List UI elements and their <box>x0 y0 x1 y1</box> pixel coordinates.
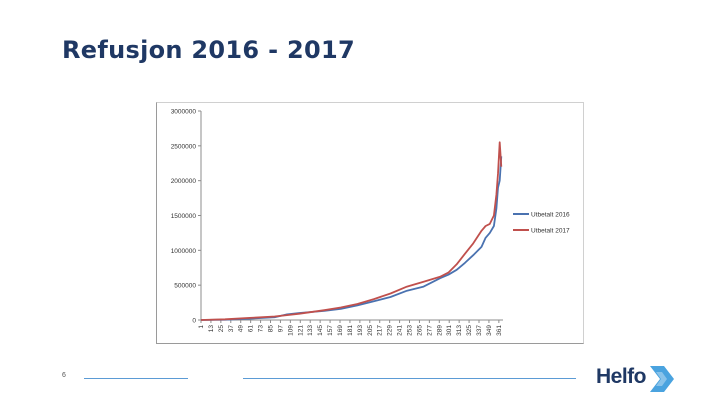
x-tick-label: 49 <box>238 325 245 333</box>
footer-divider-left <box>84 378 188 379</box>
legend-label: Utbetalt 2017 <box>531 228 570 235</box>
x-tick-label: 241 <box>397 325 404 336</box>
x-tick-label: 205 <box>367 325 374 336</box>
x-tick-label: 73 <box>258 325 265 333</box>
x-tick-label: 145 <box>317 325 324 336</box>
y-tick-label: 2500000 <box>171 143 197 150</box>
x-tick-label: 85 <box>268 325 275 333</box>
x-tick-label: 349 <box>486 325 493 336</box>
logo-text: Helfo <box>596 365 647 388</box>
x-tick-label: 193 <box>357 325 364 336</box>
line-chart: 0 500000 1000000 1500000 2000000 2500000 30000… <box>156 102 584 344</box>
x-tick-label: 25 <box>218 325 225 333</box>
x-tick-label: 265 <box>416 325 423 336</box>
x-tick-label: 109 <box>287 325 294 336</box>
x-tick-label: 169 <box>337 325 344 336</box>
x-tick-label: 277 <box>426 325 433 336</box>
x-tick-label: 37 <box>228 325 235 333</box>
y-tick-label: 500000 <box>174 283 196 290</box>
y-tick-label: 0 <box>192 318 196 325</box>
y-tick-label: 3000000 <box>171 109 197 116</box>
y-tick-label: 1000000 <box>171 248 197 255</box>
x-tick-label: 61 <box>248 325 255 333</box>
x-tick-label: 301 <box>446 325 453 336</box>
x-tick-label: 337 <box>476 325 483 336</box>
x-tick-label: 313 <box>456 325 463 336</box>
x-tick-label: 97 <box>277 325 284 333</box>
legend-label: Utbetalt 2016 <box>531 212 570 219</box>
slide-title: Refusjon 2016 - 2017 <box>62 36 355 64</box>
y-tick-label: 2000000 <box>171 178 197 185</box>
helfo-logo: Helfo <box>596 364 680 394</box>
x-tick-label: 133 <box>307 325 314 336</box>
x-tick-label: 121 <box>297 325 304 336</box>
x-tick-label: 325 <box>466 325 473 336</box>
x-tick-label: 289 <box>436 325 443 336</box>
x-tick-label: 181 <box>347 325 354 336</box>
footer-divider-right <box>243 378 576 379</box>
x-tick-label: 253 <box>407 325 414 336</box>
x-tick-label: 1 <box>198 325 205 329</box>
series-line-2017 <box>200 141 503 321</box>
x-tick-label: 361 <box>496 325 503 336</box>
x-tick-label: 157 <box>327 325 334 336</box>
x-tick-label: 217 <box>377 325 384 336</box>
y-tick-label: 1500000 <box>171 213 197 220</box>
x-tick-label: 13 <box>208 325 215 333</box>
chart-svg: 0 500000 1000000 1500000 2000000 2500000 30000… <box>171 109 570 336</box>
x-tick-label: 229 <box>387 325 394 336</box>
logo-chevron-icon <box>650 366 674 392</box>
slide-number: 6 <box>62 372 66 379</box>
series-line-2016 <box>200 156 503 321</box>
